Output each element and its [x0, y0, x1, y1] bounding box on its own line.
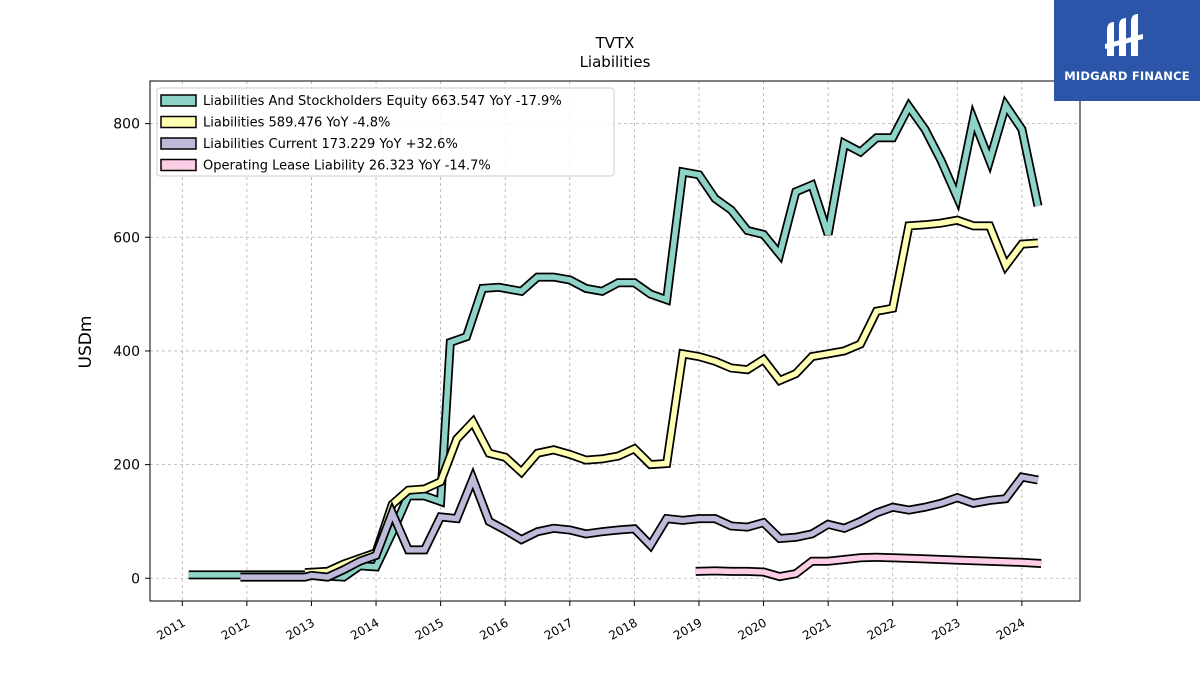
chart-subtitle: Liabilities	[580, 53, 651, 71]
x-tick-label: 2019	[671, 615, 704, 642]
y-tick-label: 400	[113, 344, 140, 360]
y-axis-ticks: 0 200 400 600 800	[113, 117, 150, 587]
legend-entry: Liabilities Current 173.229 YoY +32.6%	[203, 137, 458, 152]
y-axis-label: USDm	[76, 316, 96, 369]
series-line-operating-lease-liability	[695, 554, 1042, 580]
x-tick-label: 2024	[994, 615, 1027, 642]
y-tick-label: 600	[113, 230, 140, 246]
x-tick-label: 2022	[865, 615, 898, 642]
x-tick-label: 2013	[284, 615, 317, 642]
legend-swatch	[160, 94, 197, 107]
plot-frame	[149, 80, 1081, 602]
x-tick-label: 2015	[413, 615, 446, 642]
y-tick-label: 0	[131, 571, 140, 587]
x-tick-label: 2020	[736, 615, 769, 642]
midgard-logo-icon	[1105, 14, 1143, 56]
legend-swatch	[160, 158, 197, 172]
series-lines	[188, 94, 1043, 582]
y-tick-label: 200	[113, 458, 140, 474]
brand-logo: MIDGARD FINANCE	[1054, 0, 1200, 101]
x-tick-label: 2014	[348, 615, 381, 642]
chart-title: TVTX	[595, 34, 635, 52]
x-tick-label: 2016	[477, 615, 510, 642]
y-tick-label: 800	[113, 117, 140, 133]
x-tick-label: 2023	[929, 615, 962, 642]
legend-swatch	[160, 137, 197, 150]
x-tick-label: 2021	[800, 615, 833, 642]
series-line-liabilities-current	[240, 471, 1039, 580]
x-tick-label: 2017	[542, 615, 575, 642]
legend-entry: Operating Lease Liability 26.323 YoY -14…	[203, 159, 491, 174]
series-line-liabilities	[304, 217, 1039, 576]
x-axis-ticks: 2011 2012 2013 2014 2015 2016 2017 2018 2019 2020…	[154, 601, 1027, 643]
legend-box	[156, 87, 615, 177]
legend-swatch	[160, 115, 197, 129]
x-tick-label: 2018	[606, 615, 639, 642]
x-tick-label: 2011	[154, 615, 187, 642]
x-tick-label: 2012	[219, 615, 252, 642]
legend: Liabilities And Stockholders Equity 663.…	[156, 87, 615, 177]
brand-name: MIDGARD FINANCE	[1064, 69, 1190, 83]
series-line-liabilities-and-stockholders-equity	[188, 99, 1041, 580]
legend-entry: Liabilities 589.476 YoY -4.8%	[203, 116, 390, 131]
legend-entry: Liabilities And Stockholders Equity 663.…	[203, 94, 562, 109]
